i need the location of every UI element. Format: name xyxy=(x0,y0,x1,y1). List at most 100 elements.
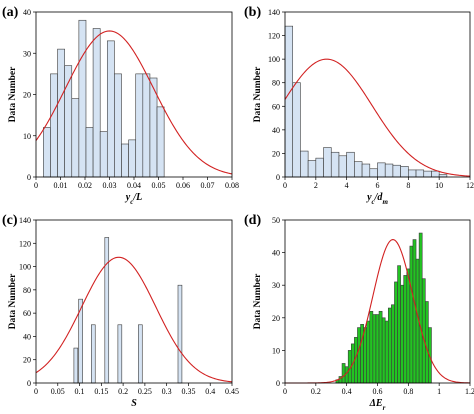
x-tick-label: 4 xyxy=(345,181,349,190)
x-axis-label: ΔEr xyxy=(369,398,386,412)
y-tick-label: 50 xyxy=(272,216,280,225)
histogram-bar xyxy=(341,363,346,384)
histogram-bar xyxy=(406,268,411,384)
histogram-bar xyxy=(43,127,51,178)
y-tick-label: 0 xyxy=(27,173,31,182)
normal-fit-curve xyxy=(35,30,233,175)
y-tick-label: 20 xyxy=(23,356,31,365)
histogram-bar xyxy=(99,131,108,178)
histogram-bar xyxy=(346,151,355,178)
histogram-bar xyxy=(408,169,417,178)
x-tick-label: 8 xyxy=(406,181,410,190)
histogram-bar xyxy=(135,73,144,178)
x-tick-label: 12 xyxy=(466,181,474,190)
histogram-bar xyxy=(177,284,183,384)
histogram-bar xyxy=(117,324,123,384)
histogram-bar xyxy=(384,163,394,178)
histogram-bar xyxy=(315,157,324,178)
plot-frame xyxy=(284,11,471,178)
x-tick-label: 0.1 xyxy=(75,387,85,396)
y-tick-label: 40 xyxy=(23,8,31,17)
histogram-bar xyxy=(106,40,115,178)
x-tick-label: 0.05 xyxy=(152,181,166,190)
histogram-bar xyxy=(415,169,425,178)
normal-fit-curve xyxy=(35,256,233,383)
y-tick-label: 60 xyxy=(272,102,280,111)
panel-label: (d) xyxy=(244,213,261,228)
y-tick-label: 80 xyxy=(23,286,31,295)
histogram-bar xyxy=(138,324,143,384)
histogram-bar xyxy=(400,284,405,384)
x-axis-label-part: ΔE xyxy=(369,398,383,409)
y-tick-label: 140 xyxy=(19,216,31,225)
x-tick-label: 0.03 xyxy=(103,181,117,190)
x-tick-label: 0 xyxy=(283,181,287,190)
histogram-bar xyxy=(361,163,371,178)
histogram-bar xyxy=(409,245,414,384)
x-tick-label: 10 xyxy=(435,181,443,190)
x-tick-label: 0.07 xyxy=(201,181,215,190)
histogram-bar xyxy=(387,307,392,384)
histogram-bar xyxy=(92,28,101,178)
histogram-bar xyxy=(403,275,408,384)
panel-label: (c) xyxy=(2,213,18,228)
x-tick-label: 0.08 xyxy=(225,181,239,190)
y-tick-label: 120 xyxy=(268,32,280,41)
y-tick-label: 0 xyxy=(276,173,280,182)
x-axis-label-part: c xyxy=(130,198,133,206)
x-tick-label: 0.06 xyxy=(176,181,190,190)
x-tick-label: 6 xyxy=(376,181,380,190)
y-tick-label: 10 xyxy=(23,132,31,141)
histogram-bar xyxy=(71,98,80,178)
x-tick-label: 0.15 xyxy=(94,387,108,396)
y-tick-label: 0 xyxy=(276,379,280,388)
histogram-bar xyxy=(121,143,129,178)
y-tick-label: 20 xyxy=(23,91,31,100)
x-tick-label: 0.45 xyxy=(225,387,239,396)
x-axis-label-part: y xyxy=(366,192,372,203)
x-axis-label-part: /L xyxy=(132,192,142,203)
bars xyxy=(284,25,448,178)
x-axis-label-part: c xyxy=(372,198,375,206)
histogram-bar xyxy=(384,320,389,384)
panel-label: (a) xyxy=(2,5,19,20)
histogram-bar xyxy=(391,304,395,384)
y-axis-label: Data Number xyxy=(8,66,18,122)
histogram-bar xyxy=(104,237,110,384)
histogram-bar xyxy=(85,127,94,178)
y-tick-label: 100 xyxy=(19,263,31,272)
histogram-bar xyxy=(292,82,301,178)
x-tick-label: 0.8 xyxy=(403,387,413,396)
y-tick-label: 40 xyxy=(23,332,31,341)
histogram-bar xyxy=(57,48,65,178)
y-tick-label: 20 xyxy=(272,314,280,323)
y-tick-label: 40 xyxy=(272,126,280,135)
histogram-bar xyxy=(418,232,423,384)
normal-fit-curve xyxy=(284,58,471,177)
x-tick-label: 0 xyxy=(34,387,38,396)
y-tick-label: 10 xyxy=(272,346,280,355)
histogram-bar xyxy=(142,73,151,178)
histogram-bar xyxy=(307,160,317,178)
panel-c: (c) 0 0.05 0.1 0.15 0.2 0.25 0.3 0.35 0.4 0.45 0 20 4… xyxy=(2,213,239,409)
x-tick-label: 0.02 xyxy=(78,181,92,190)
histogram-bar xyxy=(114,73,122,178)
panel-d: (d) 0 0.2 0.4 0.6 0.8 1 1.2 0 10 20 30 40 50 Data Numb… xyxy=(244,213,474,412)
y-axis-label: Data Number xyxy=(8,273,18,329)
histogram-bar xyxy=(73,347,79,384)
x-axis-label-part: m xyxy=(382,198,388,206)
histogram-bar xyxy=(378,310,383,384)
x-tick-label: 0.04 xyxy=(127,181,141,190)
histogram-bar xyxy=(400,166,409,178)
histogram-bar xyxy=(284,25,294,178)
histogram-bar xyxy=(156,106,165,178)
x-tick-label: 0.05 xyxy=(51,387,65,396)
panel-a: (a) 0 0.01 0.02 0.03 0.04 0.05 0.06 0.07 0.08 0 10 2… xyxy=(2,5,239,206)
x-axis-label: S xyxy=(131,398,137,409)
x-tick-label: 1.2 xyxy=(465,387,474,396)
x-tick-label: 0.35 xyxy=(181,387,195,396)
y-tick-label: 140 xyxy=(268,8,280,17)
histogram-bar xyxy=(78,19,87,178)
histogram-bar xyxy=(128,139,137,178)
x-tick-label: 0 xyxy=(283,387,287,396)
